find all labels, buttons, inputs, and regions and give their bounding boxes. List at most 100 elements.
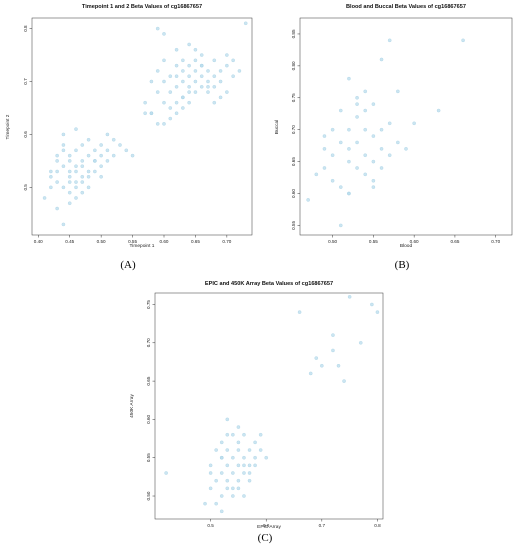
scatter-point	[86, 175, 91, 179]
scatter-point	[80, 175, 85, 179]
scatter-point	[187, 63, 191, 68]
scatter-point	[61, 148, 66, 153]
panel-a-ticks: 0.40 0.45 0.50 0.55 0.60 0.65 0.70 0.5 0.6 0.7 0.8	[23, 25, 232, 244]
scatter-point	[187, 74, 191, 78]
scatter-point	[236, 440, 241, 445]
panel-b-xlabel: Blood	[400, 243, 413, 249]
scatter-point	[193, 79, 198, 84]
scatter-point	[342, 379, 346, 383]
y-tick-label: 0.65	[146, 376, 151, 385]
scatter-point	[208, 486, 213, 491]
scatter-point	[55, 206, 59, 211]
scatter-point	[181, 69, 185, 73]
scatter-point	[396, 89, 400, 94]
scatter-point	[155, 90, 160, 94]
panel-c-points	[164, 295, 380, 514]
scatter-point	[181, 79, 185, 84]
scatter-point	[162, 58, 166, 63]
scatter-point	[236, 486, 241, 491]
scatter-point	[74, 180, 78, 184]
scatter-point	[247, 478, 252, 483]
scatter-point	[143, 100, 147, 105]
scatter-point	[181, 106, 185, 110]
scatter-point	[330, 127, 335, 132]
scatter-point	[187, 100, 191, 105]
scatter-point	[174, 100, 179, 105]
panel-b-ticks: 0.50 0.55 0.60 0.65 0.70 0.55 0.60 0.65 0.70 0.75…	[291, 29, 501, 244]
scatter-point	[236, 425, 241, 429]
scatter-point	[231, 455, 235, 460]
panel-a-points	[42, 21, 248, 227]
scatter-point	[187, 85, 191, 89]
panel-a-ylabel: Timepoint 2	[5, 114, 11, 139]
x-tick-label: 0.60	[410, 239, 419, 244]
scatter-point	[155, 69, 160, 73]
scatter-point	[193, 69, 198, 73]
scatter-point	[379, 147, 384, 151]
scatter-point	[124, 148, 129, 153]
scatter-point	[67, 201, 72, 205]
scatter-point	[208, 471, 213, 475]
scatter-point	[231, 494, 235, 498]
scatter-point	[212, 74, 217, 78]
scatter-point	[74, 164, 78, 168]
scatter-point	[130, 153, 135, 158]
scatter-point	[320, 364, 324, 368]
scatter-point	[42, 196, 47, 200]
scatter-point	[225, 463, 230, 468]
scatter-point	[74, 127, 78, 131]
panel-b-points	[306, 38, 465, 228]
scatter-point	[80, 190, 85, 195]
scatter-point	[74, 196, 78, 200]
scatter-point	[206, 69, 210, 73]
scatter-point	[253, 455, 257, 460]
scatter-point	[74, 169, 78, 174]
scatter-point	[258, 448, 263, 452]
y-tick-label: 0.7	[23, 78, 28, 85]
scatter-point	[162, 100, 166, 105]
scatter-point	[412, 121, 416, 126]
scatter-point	[237, 69, 242, 73]
y-tick-label: 0.55	[146, 453, 151, 462]
scatter-point	[247, 448, 252, 452]
scatter-point	[80, 180, 85, 184]
scatter-point	[355, 140, 359, 145]
scatter-point	[371, 178, 376, 183]
panel-c-xlabel: EPIC Array	[257, 524, 281, 530]
panel-b: Blood and Buccal Beta Values of cg168676…	[274, 4, 513, 271]
panel-c-ticks: 0.5 0.6 0.7 0.8 0.50 0.55 0.60 0.65 0.70 0.75	[146, 300, 381, 528]
scatter-point	[61, 164, 66, 168]
scatter-point	[214, 478, 218, 483]
x-tick-label: 0.5	[207, 523, 214, 528]
scatter-point	[55, 169, 59, 174]
scatter-point	[105, 159, 110, 163]
y-tick-label: 0.85	[291, 29, 296, 38]
scatter-point	[99, 143, 103, 147]
scatter-point	[355, 96, 359, 100]
scatter-point	[111, 153, 116, 158]
scatter-point	[253, 440, 257, 445]
scatter-point	[111, 137, 116, 142]
scatter-point	[168, 74, 173, 78]
panel-c-ylabel: 450K Array	[129, 394, 135, 418]
panel-c-plot-frame	[154, 292, 384, 520]
x-tick-label: 0.70	[222, 239, 231, 244]
scatter-point	[67, 190, 72, 195]
scatter-point	[181, 95, 185, 100]
scatter-point	[187, 42, 191, 47]
scatter-point	[174, 85, 179, 89]
y-tick-label: 0.70	[146, 338, 151, 347]
scatter-point	[181, 58, 185, 63]
scatter-point	[247, 471, 252, 475]
scatter-point	[330, 178, 335, 183]
panel-b-ylabel: Buccal	[274, 120, 280, 134]
scatter-point	[306, 198, 310, 202]
scatter-point	[80, 159, 85, 163]
scatter-point	[314, 172, 319, 177]
scatter-point	[99, 164, 103, 168]
scatter-point	[218, 79, 223, 84]
scatter-point	[404, 147, 408, 151]
scatter-point	[339, 140, 343, 145]
scatter-point	[322, 166, 327, 170]
panel-c-label: (C)	[258, 532, 273, 544]
